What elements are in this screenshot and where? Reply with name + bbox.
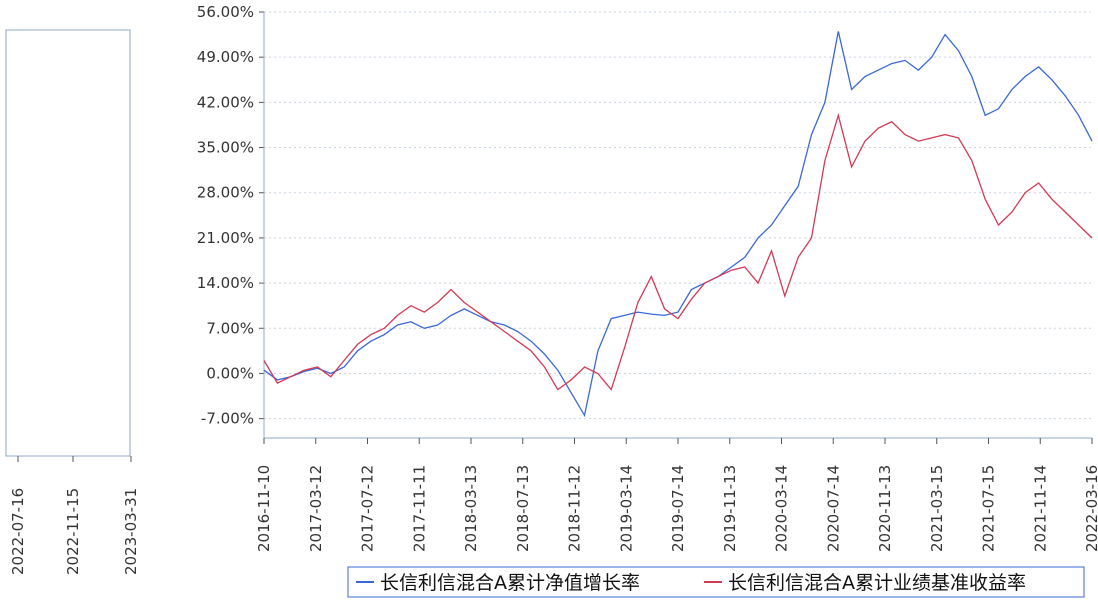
y-tick-label: 35.00% [197, 139, 254, 157]
x-tick-label: 2018-07-13 [514, 465, 532, 552]
y-tick-label: 28.00% [197, 184, 254, 202]
x-tick-label: 2016-11-10 [255, 465, 273, 552]
y-tick-label: 42.00% [197, 93, 254, 111]
side-x-tick-label: 2023-03-31 [122, 488, 140, 575]
series-lines [263, 31, 1093, 418]
x-tick-label: 2020-07-14 [824, 465, 842, 552]
x-tick-label: 2018-03-13 [462, 465, 480, 552]
x-tick-label: 2020-03-14 [773, 465, 791, 552]
y-tick-label: -7.00% [201, 410, 254, 428]
side-panel-frame [5, 29, 131, 457]
series-line-1 [263, 31, 1093, 418]
x-tick-label: 2018-11-12 [566, 465, 584, 552]
side-x-tick-label: 2022-11-15 [64, 488, 82, 575]
x-tick-label: 2019-03-14 [617, 465, 635, 552]
legend: 长信利信混合A累计净值增长率 长信利信混合A累计业绩基准收益率 [347, 566, 1085, 598]
x-tick-label: 2020-11-13 [876, 465, 894, 552]
x-tick-label: 2019-07-14 [669, 465, 687, 552]
x-tick-label: 2017-03-12 [307, 465, 325, 552]
x-tick-label: 2017-07-12 [359, 465, 377, 552]
y-tick-label: 7.00% [206, 319, 254, 337]
y-tick-label: 21.00% [197, 229, 254, 247]
side-x-tick-label: 2022-07-16 [9, 488, 27, 575]
x-tick-label: 2022-03-16 [1083, 465, 1098, 552]
x-tick-label: 2021-03-15 [928, 465, 946, 552]
x-tick-label: 2017-11-11 [410, 465, 428, 552]
series-line-2 [263, 112, 1093, 391]
y-tick-label: 56.00% [197, 3, 254, 21]
x-tick-label: 2019-11-13 [721, 465, 739, 552]
x-tick-label: 2021-07-15 [980, 465, 998, 552]
axes: -7.00% 0.00% 7.00% 14.00% 21.00% 28.00% 35.00%… [197, 3, 1098, 552]
y-tick-label: 14.00% [197, 274, 254, 292]
y-tick-label: 49.00% [197, 48, 254, 66]
grid-lines [264, 11, 1092, 420]
x-tick-label: 2021-11-14 [1031, 465, 1049, 552]
legend-label-2: 长信利信混合A累计业绩基准收益率 [728, 572, 1026, 594]
side-panel: 2022-07-16 2022-11-15 2023-03-31 [5, 29, 140, 575]
y-tick-label: 0.00% [206, 364, 254, 382]
legend-label-1: 长信利信混合A累计净值增长率 [380, 572, 640, 594]
